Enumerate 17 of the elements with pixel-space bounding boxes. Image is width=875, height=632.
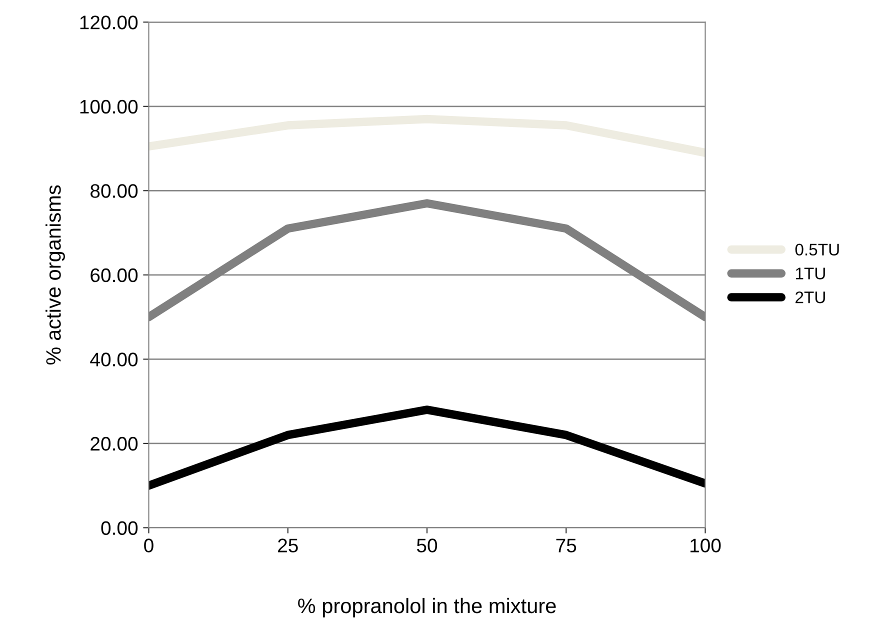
x-tick-label: 25 <box>278 538 298 552</box>
x-axis-title: % propranolol in the mixture <box>298 598 556 618</box>
y-tick-label: 100.00 <box>80 100 138 114</box>
y-tick-label: 60.00 <box>90 268 138 282</box>
x-tick-label: 75 <box>556 538 576 552</box>
y-tick-label: 80.00 <box>90 184 138 198</box>
x-tick-label: 50 <box>416 538 438 552</box>
legend-label: 2TU <box>796 291 825 304</box>
y-axis-title: % active organisms <box>46 185 65 364</box>
y-tick-label: 0.00 <box>101 521 138 535</box>
x-tick-label: 0 <box>144 538 154 552</box>
y-tick-label: 40.00 <box>90 352 138 366</box>
y-tick-label: 20.00 <box>90 436 138 451</box>
y-tick-label: 120.00 <box>80 16 138 30</box>
legend-label: 1TU <box>796 268 825 280</box>
x-tick-label: 100 <box>690 538 721 552</box>
legend-label: 0.5TU <box>795 244 839 256</box>
